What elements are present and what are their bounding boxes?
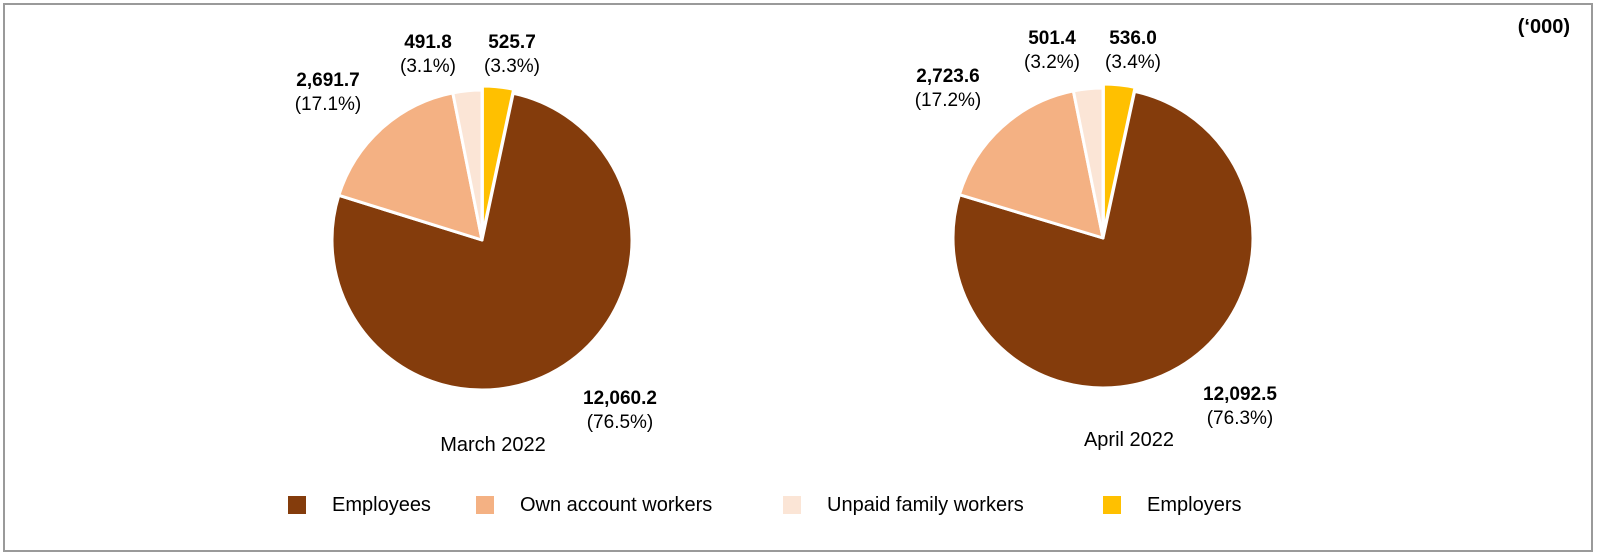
legend-item-unpaid-family-workers: Unpaid family workers [783,490,1024,520]
pie-slice-employees-april-2022 [951,89,1255,390]
legend: Employees Own account workers Unpaid fam… [288,490,1388,520]
data-label-value-employees-april-2022: 12,092.5 [1203,384,1277,405]
data-label-percent-own-account-workers-april-2022: (17.2%) [915,90,982,111]
legend-swatch-own-account-workers [476,496,494,514]
pie-slice-employees-march-2022 [330,91,634,392]
pie-slice-unpaid-family-workers-april-2022 [1071,86,1105,240]
data-label-value-own-account-workers-march-2022: 2,691.7 [296,70,359,91]
data-label-percent-unpaid-family-workers-april-2022: (3.2%) [1024,52,1080,73]
legend-swatch-employees [288,496,306,514]
chart-frame [3,3,1593,552]
pie-march-2022: 525.7 (3.3%) 12,060.2 (76.5%) 2,691.7 (17.1%)… [295,32,657,456]
legend-item-employees: Employees [288,490,431,520]
data-label-value-employers-march-2022: 525.7 [488,32,536,53]
legend-swatch-unpaid-family-workers [783,496,801,514]
data-label-percent-employers-march-2022: (3.3%) [484,56,540,77]
legend-label-own-account-workers: Own account workers [520,493,713,516]
chart-title-march-2022: March 2022 [440,434,546,456]
data-label-percent-employees-march-2022: (76.5%) [587,412,654,433]
data-label-percent-unpaid-family-workers-march-2022: (3.1%) [400,56,456,77]
data-label-percent-employers-april-2022: (3.4%) [1105,52,1161,73]
pie-slice-own-account-workers-march-2022 [337,91,484,242]
legend-label-unpaid-family-workers: Unpaid family workers [827,493,1024,516]
pie-slice-own-account-workers-april-2022 [957,89,1105,240]
legend-label-employees: Employees [332,493,431,516]
pie-april-2022: 536.0 (3.4%) 12,092.5 (76.3%) 2,723.6 (17.2%)… [915,28,1278,451]
chart-title-april-2022: April 2022 [1084,429,1174,451]
data-label-value-own-account-workers-april-2022: 2,723.6 [916,66,979,87]
pie-slice-unpaid-family-workers-march-2022 [451,88,484,242]
unit-label: (‘000) [1517,16,1570,38]
data-label-percent-own-account-workers-march-2022: (17.1%) [295,94,362,115]
data-label-value-unpaid-family-workers-april-2022: 501.4 [1028,28,1076,49]
data-label-value-unpaid-family-workers-march-2022: 491.8 [404,32,452,53]
data-label-percent-employees-april-2022: (76.3%) [1207,408,1274,429]
data-label-value-employers-april-2022: 536.0 [1109,28,1157,49]
legend-label-employers: Employers [1147,493,1242,516]
legend-item-employers: Employers [1103,490,1241,520]
legend-swatch-employers [1103,496,1121,514]
legend-item-own-account-workers: Own account workers [476,490,712,520]
data-label-value-employees-march-2022: 12,060.2 [583,388,657,409]
